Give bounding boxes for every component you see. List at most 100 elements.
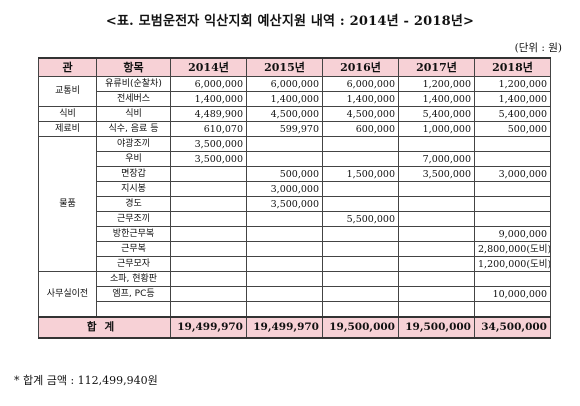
value-cell: 1,400,000 bbox=[398, 91, 475, 107]
table-row: 방한근무복 9,000,000 bbox=[39, 226, 551, 242]
value-cell: 3,500,000 bbox=[398, 166, 475, 182]
item-cell: 유류비(순찰차) bbox=[96, 76, 171, 92]
value-cell bbox=[170, 181, 247, 197]
item-cell: 소파, 현황판 bbox=[96, 271, 171, 287]
total-2018: 34,500,000 bbox=[474, 316, 551, 339]
header-2016: 2016년 bbox=[322, 57, 399, 77]
header-item: 항목 bbox=[96, 57, 171, 77]
table-row: 우비 3,500,000 7,000,000 bbox=[39, 151, 551, 167]
category-supplies: 물품 bbox=[38, 136, 97, 272]
value-cell: 5,500,000 bbox=[322, 211, 399, 227]
value-cell: 4,489,900 bbox=[170, 106, 247, 122]
value-cell: 5,400,000 bbox=[474, 106, 551, 122]
value-cell bbox=[170, 241, 247, 257]
value-cell: 1,400,000 bbox=[246, 91, 323, 107]
header-2015: 2015년 bbox=[246, 57, 323, 77]
header-2018: 2018년 bbox=[474, 57, 551, 77]
item-cell: 엠프, PC등 bbox=[96, 286, 171, 302]
value-cell bbox=[474, 181, 551, 197]
category-food: 식비 bbox=[38, 106, 97, 122]
value-cell bbox=[322, 241, 399, 257]
value-cell: 3,500,000 bbox=[170, 151, 247, 167]
total-2016: 19,500,000 bbox=[322, 316, 399, 339]
table-row: 경도 3,500,000 bbox=[39, 196, 551, 212]
item-cell: 면장갑 bbox=[96, 166, 171, 182]
header-category: 관 bbox=[38, 57, 97, 77]
value-cell bbox=[246, 271, 323, 287]
table-row: 지시봉 3,000,000 bbox=[39, 181, 551, 197]
table-row: 식비 식비 4,489,900 4,500,000 4,500,000 5,40… bbox=[38, 106, 551, 122]
value-cell: 6,000,000 bbox=[170, 76, 247, 92]
item-cell bbox=[96, 301, 171, 318]
value-cell: 1,400,000 bbox=[322, 91, 399, 107]
value-cell bbox=[322, 256, 399, 272]
value-cell bbox=[322, 136, 399, 152]
value-cell bbox=[322, 151, 399, 167]
value-cell: 10,000,000 bbox=[474, 286, 551, 302]
total-2017: 19,500,000 bbox=[398, 316, 475, 339]
table-row: 근무조끼 5,500,000 bbox=[39, 211, 551, 227]
value-cell bbox=[246, 226, 323, 242]
category-traffic: 교통비 bbox=[38, 76, 97, 107]
value-cell: 500,000 bbox=[246, 166, 323, 182]
value-cell bbox=[322, 196, 399, 212]
total-2014: 19,499,970 bbox=[170, 316, 247, 339]
table-row: 물품 야광조끼 3,500,000 bbox=[38, 136, 551, 272]
table-row: 사무실이전 소파, 현황판 bbox=[38, 271, 551, 318]
value-cell: 9,000,000 bbox=[474, 226, 551, 242]
value-cell: 3,000,000 bbox=[474, 166, 551, 182]
total-row: 합계 19,499,970 19,499,970 19,500,000 19,5… bbox=[38, 316, 551, 339]
total-label: 합계 bbox=[38, 316, 171, 339]
value-cell bbox=[170, 211, 247, 227]
item-cell: 경도 bbox=[96, 196, 171, 212]
value-cell bbox=[398, 241, 475, 257]
value-cell bbox=[398, 286, 475, 302]
value-cell bbox=[322, 181, 399, 197]
item-cell: 방한근무복 bbox=[96, 226, 171, 242]
header-2017: 2017년 bbox=[398, 57, 475, 77]
total-2015: 19,499,970 bbox=[246, 316, 323, 339]
value-cell bbox=[246, 211, 323, 227]
value-cell: 5,400,000 bbox=[398, 106, 475, 122]
table-row: 근무모자 1,200,000(도비) bbox=[39, 256, 551, 272]
value-cell bbox=[398, 181, 475, 197]
value-cell bbox=[398, 196, 475, 212]
value-cell: 4,500,000 bbox=[322, 106, 399, 122]
value-cell bbox=[170, 196, 247, 212]
table-row bbox=[39, 301, 551, 318]
value-cell bbox=[398, 136, 475, 152]
value-cell bbox=[246, 301, 323, 318]
category-office: 사무실이전 bbox=[38, 271, 97, 318]
table-row: 전세버스 1,400,000 1,400,000 1,400,000 1,400… bbox=[39, 91, 551, 107]
value-cell bbox=[322, 286, 399, 302]
value-cell: 599,970 bbox=[246, 121, 323, 137]
item-cell: 우비 bbox=[96, 151, 171, 167]
total-amount-footnote: * 합계 금액 : 112,499,940원 bbox=[14, 374, 158, 387]
value-cell bbox=[398, 301, 475, 318]
value-cell: 1,400,000 bbox=[170, 91, 247, 107]
item-cell: 야광조끼 bbox=[96, 136, 171, 152]
value-cell bbox=[322, 271, 399, 287]
table-row: 면장갑 500,000 1,500,000 3,500,000 3,000,00… bbox=[39, 166, 551, 182]
table-row: 교통비 유류비(순찰차) 6,000,000 6,000,000 6,000,0… bbox=[38, 76, 551, 107]
value-cell: 3,000,000 bbox=[246, 181, 323, 197]
document-title: <표. 모범운전자 익산지회 예산지원 내역 : 2014년 - 2018년> bbox=[105, 14, 475, 29]
value-cell bbox=[398, 226, 475, 242]
table-row: 제료비 식수, 음료 등 610,070 599,970 600,000 1,0… bbox=[38, 121, 551, 137]
value-cell bbox=[474, 211, 551, 227]
value-cell: 1,200,000 bbox=[398, 76, 475, 92]
item-cell: 근무조끼 bbox=[96, 211, 171, 227]
value-cell bbox=[170, 286, 247, 302]
value-cell: 2,800,000(도비) bbox=[474, 241, 551, 257]
item-cell: 전세버스 bbox=[96, 91, 171, 107]
unit-label: (단위 : 원) bbox=[514, 42, 562, 54]
value-cell: 1,200,000(도비) bbox=[474, 256, 551, 272]
header-2014: 2014년 bbox=[170, 57, 247, 77]
value-cell: 600,000 bbox=[322, 121, 399, 137]
value-cell bbox=[246, 241, 323, 257]
value-cell: 1,400,000 bbox=[474, 91, 551, 107]
value-cell bbox=[398, 256, 475, 272]
item-cell: 지시봉 bbox=[96, 181, 171, 197]
value-cell bbox=[322, 226, 399, 242]
